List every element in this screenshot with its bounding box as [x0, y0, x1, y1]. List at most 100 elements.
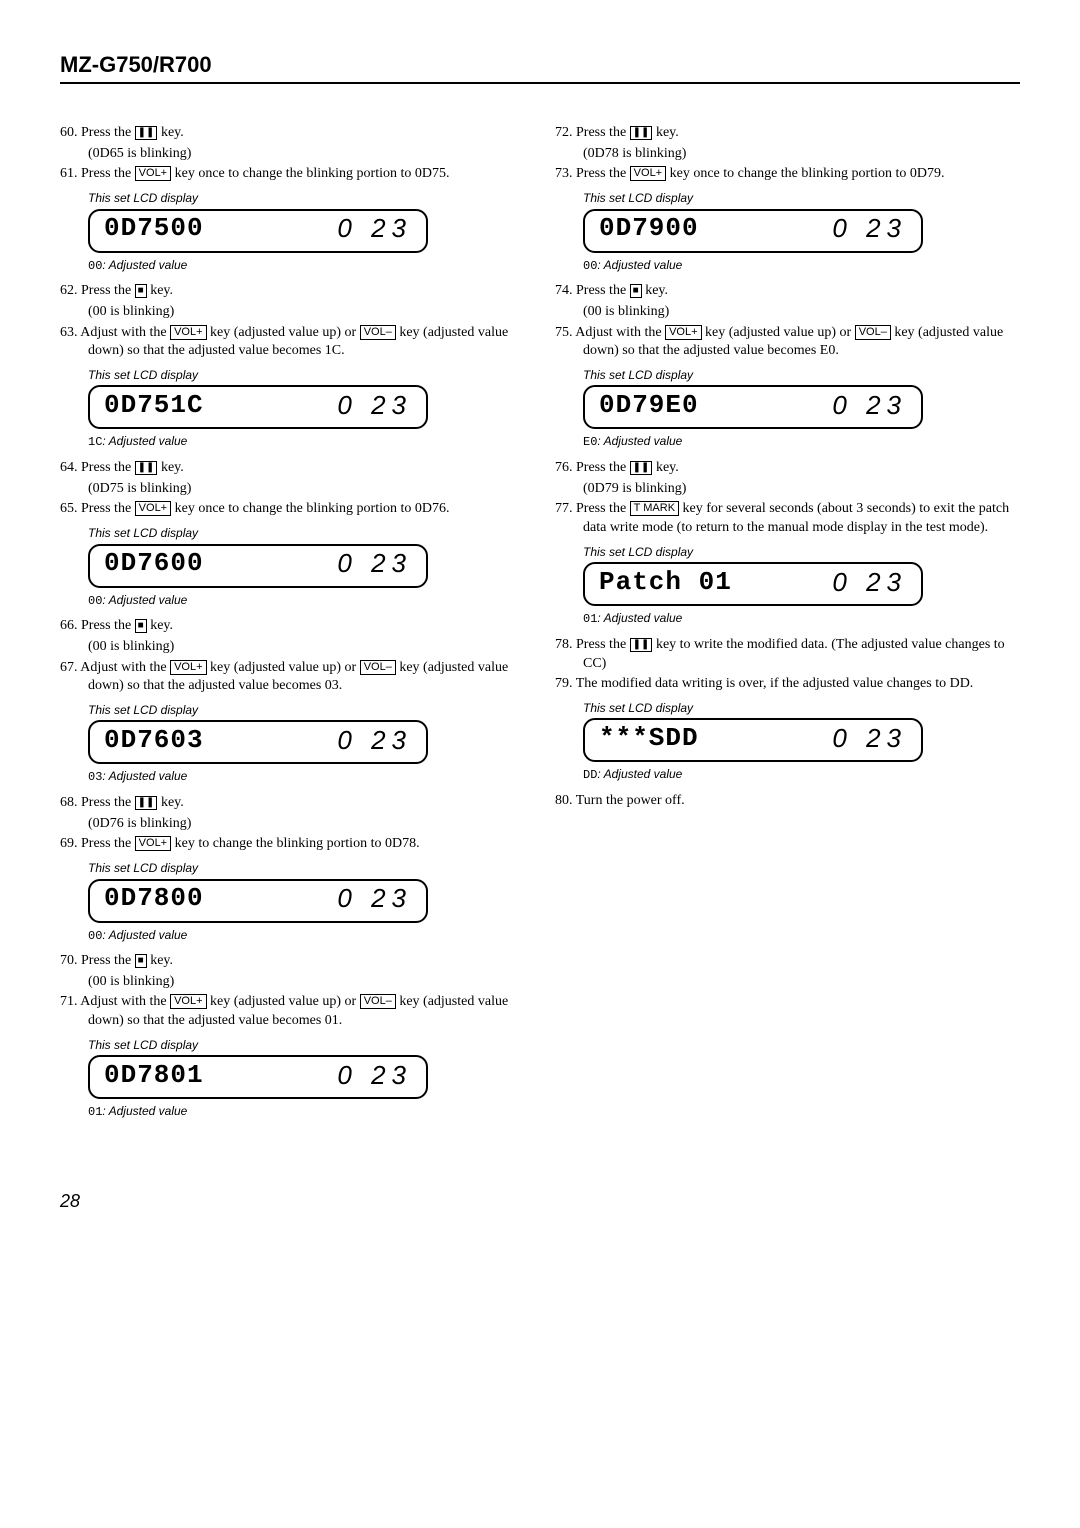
- lcd-label: This set LCD display: [555, 544, 1020, 560]
- vol-minus-key: VOL–: [855, 325, 891, 340]
- lcd-main-text: 0D7801: [104, 1058, 204, 1093]
- pause-icon: ❚❚: [630, 638, 653, 652]
- step: 66. Press the ■ key.: [60, 617, 525, 636]
- adjusted-value-note: 03: Adjusted value: [60, 768, 525, 785]
- step: 61. Press the VOL+ key once to change th…: [60, 165, 525, 184]
- adjusted-value-note: 00: Adjusted value: [60, 257, 525, 274]
- lcd-side-text: 0 23: [832, 721, 907, 756]
- lcd-label: This set LCD display: [60, 525, 525, 541]
- lcd-side-text: 0 23: [337, 723, 412, 758]
- step-sub: (0D75 is blinking): [60, 480, 525, 499]
- step-sub: (00 is blinking): [60, 303, 525, 322]
- vol-plus-key: VOL+: [170, 994, 206, 1009]
- adjusted-value-note: 00: Adjusted value: [555, 257, 1020, 274]
- lcd-main-text: ***SDD: [599, 721, 699, 756]
- pause-icon: ❚❚: [135, 461, 158, 475]
- lcd-side-text: 0 23: [337, 1058, 412, 1093]
- pause-icon: ❚❚: [630, 461, 653, 475]
- lcd-display: Patch 010 23: [583, 562, 923, 606]
- stop-icon: ■: [135, 954, 147, 968]
- step-sub: (0D78 is blinking): [555, 145, 1020, 164]
- lcd-label: This set LCD display: [60, 1037, 525, 1053]
- stop-icon: ■: [135, 619, 147, 633]
- step: 71. Adjust with the VOL+ key (adjusted v…: [60, 993, 525, 1031]
- lcd-side-text: 0 23: [337, 211, 412, 246]
- lcd-main-text: 0D7900: [599, 211, 699, 246]
- vol-minus-key: VOL–: [360, 994, 396, 1009]
- lcd-display: 0D751C 0 23: [88, 385, 428, 429]
- page-header: MZ-G750/R700: [60, 50, 1020, 84]
- adjusted-value-note: 01: Adjusted value: [60, 1103, 525, 1120]
- lcd-side-text: 0 23: [337, 546, 412, 581]
- pause-icon: ❚❚: [135, 796, 158, 810]
- lcd-display: 0D7600 0 23: [88, 544, 428, 588]
- step: 68. Press the ❚❚ key.: [60, 794, 525, 813]
- lcd-label: This set LCD display: [60, 190, 525, 206]
- step: 62. Press the ■ key.: [60, 282, 525, 301]
- adjusted-value-note: DD: Adjusted value: [555, 766, 1020, 783]
- step: 72. Press the ❚❚ key.: [555, 124, 1020, 143]
- vol-plus-key: VOL+: [170, 325, 206, 340]
- lcd-label: This set LCD display: [555, 700, 1020, 716]
- lcd-display: 0D7801 0 23: [88, 1055, 428, 1099]
- step-sub: (00 is blinking): [60, 973, 525, 992]
- step-sub: (00 is blinking): [60, 638, 525, 657]
- lcd-side-text: 0 23: [832, 211, 907, 246]
- lcd-display: 0D7800 0 23: [88, 879, 428, 923]
- vol-minus-key: VOL–: [360, 660, 396, 675]
- lcd-display: 0D7500 0 23: [88, 209, 428, 253]
- vol-minus-key: VOL–: [360, 325, 396, 340]
- stop-icon: ■: [630, 284, 642, 298]
- step: 60. Press the ❚❚ key.: [60, 124, 525, 143]
- adjusted-value-note: 00: Adjusted value: [60, 592, 525, 609]
- stop-icon: ■: [135, 284, 147, 298]
- lcd-side-text: 0 23: [337, 881, 412, 916]
- step: 75. Adjust with the VOL+ key (adjusted v…: [555, 324, 1020, 362]
- lcd-display: 0D7603 0 23: [88, 720, 428, 764]
- step: 78. Press the ❚❚ key to write the modifi…: [555, 636, 1020, 674]
- lcd-display: 0D79E00 23: [583, 385, 923, 429]
- step-sub: (0D65 is blinking): [60, 145, 525, 164]
- vol-plus-key: VOL+: [170, 660, 206, 675]
- lcd-main-text: 0D7600: [104, 546, 204, 581]
- vol-plus-key: VOL+: [135, 501, 171, 516]
- step: 73. Press the VOL+ key once to change th…: [555, 165, 1020, 184]
- step: 76. Press the ❚❚ key.: [555, 459, 1020, 478]
- adjusted-value-note: E0: Adjusted value: [555, 433, 1020, 450]
- lcd-label: This set LCD display: [60, 860, 525, 876]
- lcd-main-text: Patch 01: [599, 565, 732, 600]
- lcd-main-text: 0D7500: [104, 211, 204, 246]
- lcd-side-text: 0 23: [337, 388, 412, 423]
- vol-plus-key: VOL+: [135, 166, 171, 181]
- adjusted-value-note: 00: Adjusted value: [60, 927, 525, 944]
- lcd-side-text: 0 23: [832, 388, 907, 423]
- step: 79. The modified data writing is over, i…: [555, 675, 1020, 694]
- step-sub: (00 is blinking): [555, 303, 1020, 322]
- adjusted-value-note: 1C: Adjusted value: [60, 433, 525, 450]
- vol-plus-key: VOL+: [665, 325, 701, 340]
- lcd-label: This set LCD display: [60, 367, 525, 383]
- lcd-main-text: 0D7603: [104, 723, 204, 758]
- step: 80. Turn the power off.: [555, 792, 1020, 811]
- pause-icon: ❚❚: [630, 126, 653, 140]
- lcd-label: This set LCD display: [555, 367, 1020, 383]
- step: 77. Press the T MARK key for several sec…: [555, 500, 1020, 538]
- right-column: 72. Press the ❚❚ key.(0D78 is blinking)7…: [555, 124, 1020, 1129]
- step-sub: (0D76 is blinking): [60, 815, 525, 834]
- lcd-label: This set LCD display: [555, 190, 1020, 206]
- step: 70. Press the ■ key.: [60, 952, 525, 971]
- step: 74. Press the ■ key.: [555, 282, 1020, 301]
- left-column: 60. Press the ❚❚ key.(0D65 is blinking)6…: [60, 124, 525, 1129]
- pause-icon: ❚❚: [135, 126, 158, 140]
- content-columns: 60. Press the ❚❚ key.(0D65 is blinking)6…: [60, 124, 1020, 1129]
- step: 67. Adjust with the VOL+ key (adjusted v…: [60, 659, 525, 697]
- lcd-main-text: 0D7800: [104, 881, 204, 916]
- step: 63. Adjust with the VOL+ key (adjusted v…: [60, 324, 525, 362]
- step-sub: (0D79 is blinking): [555, 480, 1020, 499]
- page-number: 28: [60, 1189, 1020, 1213]
- adjusted-value-note: 01: Adjusted value: [555, 610, 1020, 627]
- lcd-label: This set LCD display: [60, 702, 525, 718]
- lcd-main-text: 0D751C: [104, 388, 204, 423]
- step: 65. Press the VOL+ key once to change th…: [60, 500, 525, 519]
- tmark-key: T MARK: [630, 501, 679, 516]
